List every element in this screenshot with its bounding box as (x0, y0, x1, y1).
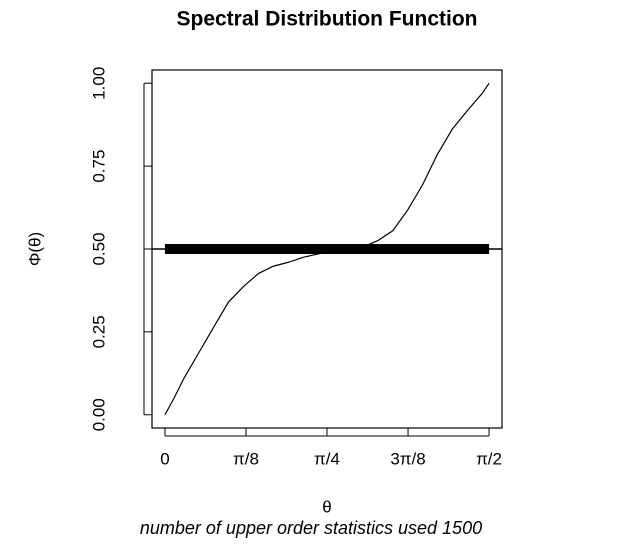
y-tick-label: 0.00 (89, 398, 108, 431)
x-tick-label: π/8 (233, 449, 259, 468)
data-line (164, 82, 490, 416)
y-tick-label: 1.00 (89, 67, 108, 100)
y-tick-label: 0.75 (89, 150, 108, 183)
x-axis-label: θ (322, 497, 331, 516)
x-tick-label: 3π/8 (390, 449, 425, 468)
chart-subtitle: number of upper order statistics used 15… (140, 518, 482, 538)
x-tick-label: 0 (160, 449, 169, 468)
x-tick-label: π/2 (476, 449, 502, 468)
x-tick-label: π/4 (314, 449, 340, 468)
y-tick-label: 0.50 (89, 232, 108, 265)
y-tick-label: 0.25 (89, 315, 108, 348)
chart-title: Spectral Distribution Function (176, 8, 477, 31)
y-axis-label: Φ(θ) (25, 232, 44, 266)
